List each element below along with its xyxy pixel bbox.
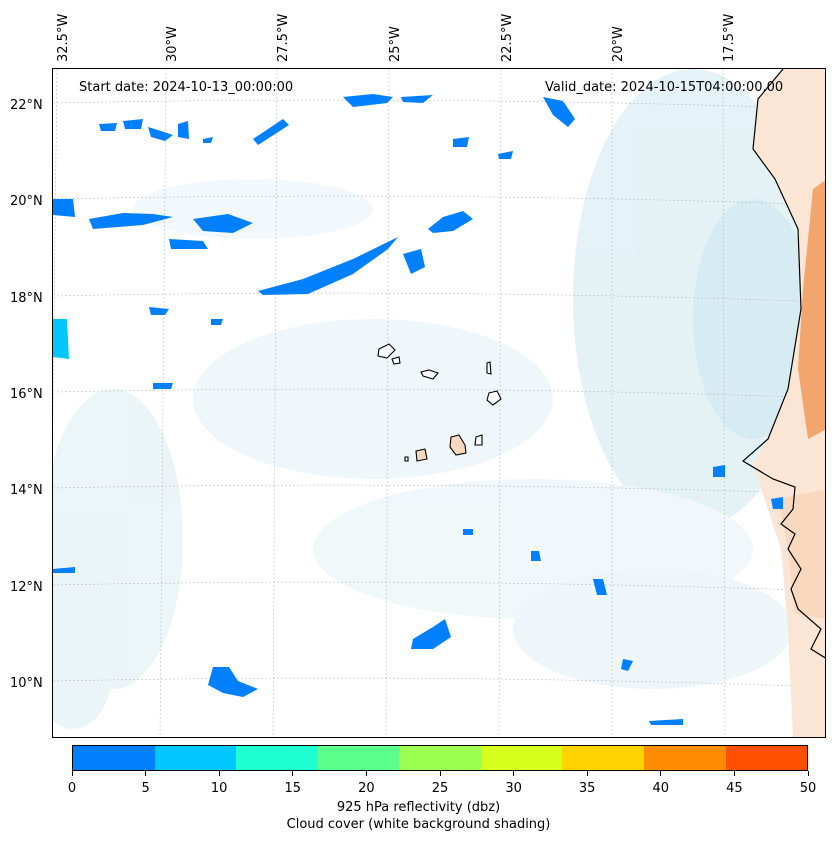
colorbar-segment <box>73 746 155 770</box>
colorbar-segment <box>317 746 400 770</box>
colorbar-subtitle: Cloud cover (white background shading) <box>286 817 551 832</box>
start-date-text: Start date: 2024-10-13_00:00:00 <box>79 80 293 95</box>
colorbar <box>72 745 808 771</box>
lat-label-14n: 14°N <box>10 483 43 498</box>
colorbar-tick-label: 25 <box>431 781 449 796</box>
colorbar-tick-label: 15 <box>284 781 302 796</box>
lon-label-20w: 20°W <box>611 26 626 62</box>
colorbar-tick-label: 50 <box>799 781 817 796</box>
colorbar-tick-label: 35 <box>578 781 596 796</box>
colorbar-segment <box>562 746 644 770</box>
lon-label-22-5w: 22.5°W <box>500 13 515 62</box>
colorbar-tick-mark <box>807 771 809 776</box>
cloud-cover-shading <box>53 69 813 729</box>
africa-coastline <box>741 69 825 659</box>
colorbar-tick-mark <box>439 771 441 776</box>
colorbar-segment <box>399 746 481 770</box>
colorbar-tick-label: 20 <box>358 781 375 796</box>
reflectivity-patches <box>53 94 783 725</box>
map-panel: Start date: 2024-10-13_00:00:00 Valid_da… <box>52 68 826 738</box>
colorbar-tick-label: 5 <box>141 781 150 796</box>
lat-label-18n: 18°N <box>10 291 43 306</box>
colorbar-tick-mark <box>292 771 294 776</box>
lat-label-22n: 22°N <box>10 98 43 113</box>
colorbar-tick-mark <box>513 771 515 776</box>
lat-label-10n: 10°N <box>10 676 43 691</box>
lon-label-32-5w: 32.5°W <box>56 13 71 62</box>
lat-label-16n: 16°N <box>10 387 43 402</box>
colorbar-tick-label: 30 <box>505 781 522 796</box>
colorbar-tick-mark <box>733 771 735 776</box>
colorbar-tick-mark <box>145 771 147 776</box>
colorbar-tick-mark <box>660 771 662 776</box>
colorbar-segment <box>480 746 563 770</box>
lat-label-20n: 20°N <box>10 194 43 209</box>
valid-date-text: Valid_date: 2024-10-15T04:00:00.00 <box>545 80 783 95</box>
cape-verde-islands <box>377 343 502 462</box>
colorbar-tick-label: 40 <box>652 781 670 796</box>
colorbar-segment <box>643 746 726 770</box>
lat-label-12n: 12°N <box>10 580 43 595</box>
lon-label-27-5w: 27.5°W <box>276 13 291 62</box>
colorbar-tick-label: 0 <box>67 781 77 796</box>
colorbar-tick-mark <box>218 771 220 776</box>
colorbar-segment <box>725 746 808 770</box>
colorbar-title: 925 hPa reflectivity (dbz) <box>336 800 501 815</box>
colorbar-tick-mark <box>71 771 73 776</box>
colorbar-segment <box>236 746 318 770</box>
map-canvas: Start date: 2024-10-13_00:00:00 Valid_da… <box>53 69 825 737</box>
africa-land-shading <box>753 69 825 737</box>
lon-label-17-5w: 17.5°W <box>722 13 737 62</box>
colorbar-tick-mark <box>586 771 588 776</box>
lon-label-25w: 25°W <box>388 26 403 62</box>
lon-label-30w: 30°W <box>165 26 180 62</box>
colorbar-segment <box>154 746 237 770</box>
colorbar-tick-label: 45 <box>726 781 743 796</box>
colorbar-tick-label: 10 <box>210 781 228 796</box>
colorbar-tick-mark <box>365 771 367 776</box>
